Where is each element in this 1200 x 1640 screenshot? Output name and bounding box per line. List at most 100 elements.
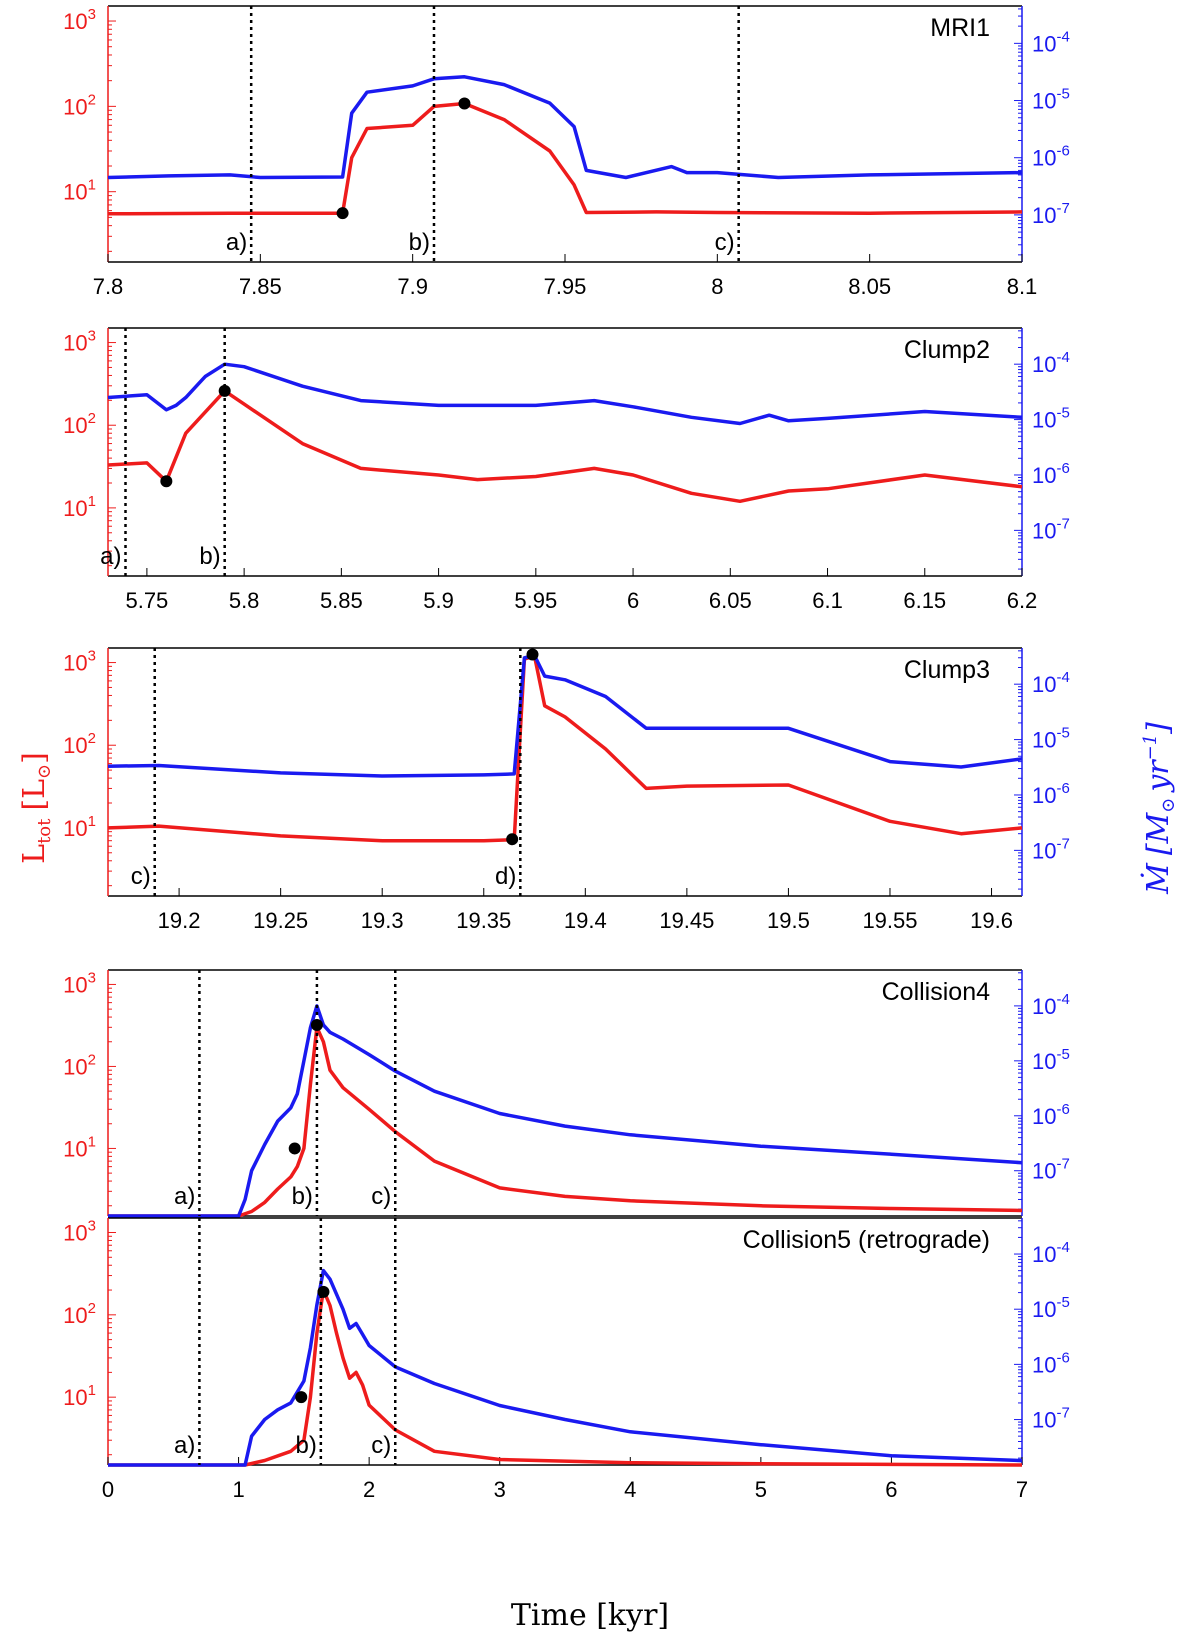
right-tick-label: 10-5	[1032, 725, 1070, 753]
x-tick-label: 5.85	[320, 588, 363, 613]
marker-point	[288, 1142, 301, 1155]
series-line-mdot	[108, 1268, 1023, 1467]
right-tick-label: 10-6	[1032, 1349, 1070, 1377]
x-tick-label: 7.8	[93, 274, 124, 299]
panel-5: 101 102 103 10-7 10-6 10-5 10-4 0 1 2 3 4 5 6 7 a) b) c) C…	[63, 1217, 1070, 1502]
series-line-mdot	[107, 653, 1023, 778]
left-tick-label: 103	[63, 6, 96, 34]
vline-label: a)	[226, 229, 247, 256]
panel-title: Clump3	[904, 656, 990, 684]
x-tick-label: 1	[232, 1477, 244, 1502]
vline-label: b)	[199, 543, 220, 570]
right-tick-label: 10-5	[1032, 86, 1070, 114]
x-tick-label: 7.95	[544, 274, 587, 299]
x-tick-label: 5.95	[514, 588, 557, 613]
right-tick-label: 10-5	[1032, 1046, 1070, 1074]
series-line-ltot	[108, 1025, 1023, 1218]
left-axis-label: Ltot[L⊙]	[17, 752, 55, 864]
x-tick-label: 19.35	[456, 908, 511, 933]
svg-text:Ṁ[M⊙yr−1]: Ṁ[M⊙yr−1]	[1140, 722, 1179, 895]
left-tick-label: 103	[63, 648, 96, 676]
marker-point	[160, 475, 173, 488]
x-tick-label: 8.05	[848, 274, 891, 299]
x-tick-label: 0	[102, 1477, 114, 1502]
vline-label: a)	[100, 543, 121, 570]
marker-point	[526, 648, 539, 661]
x-tick-label: 6.15	[903, 588, 946, 613]
right-tick-label: 10-5	[1032, 405, 1070, 433]
right-tick-label: 10-7	[1032, 835, 1070, 863]
right-tick-label: 10-4	[1032, 1239, 1070, 1267]
marker-point	[295, 1391, 308, 1404]
left-tick-label: 103	[63, 328, 96, 356]
x-tick-label: 6.1	[812, 588, 843, 613]
left-tick-label: 103	[63, 969, 96, 997]
vline-label: b)	[292, 1183, 313, 1210]
x-tick-label: 2	[363, 1477, 375, 1502]
x-tick-label: 6.2	[1007, 588, 1038, 613]
right-tick-label: 10-6	[1032, 780, 1070, 808]
x-tick-label: 7.9	[397, 274, 428, 299]
x-tick-label: 19.5	[767, 908, 810, 933]
x-tick-label: 19.4	[564, 908, 607, 933]
left-tick-label: 103	[63, 1217, 96, 1245]
left-tick-label: 101	[63, 813, 96, 841]
marker-point	[310, 1019, 323, 1032]
right-tick-label: 10-6	[1032, 143, 1070, 171]
x-tick-label: 8.1	[1007, 274, 1038, 299]
panel-3: 101 102 103 10-7 10-6 10-5 10-4 19.2 19.25 19.3 19…	[63, 647, 1070, 933]
series-line-mdot	[107, 75, 1023, 180]
series-line-ltot	[107, 389, 1023, 504]
x-tick-label: 3	[494, 1477, 506, 1502]
right-tick-label: 10-7	[1032, 1156, 1070, 1184]
x-tick-label: 19.2	[158, 908, 201, 933]
x-tick-label: 6	[627, 588, 639, 613]
right-tick-label: 10-7	[1032, 200, 1070, 228]
x-tick-label: 4	[624, 1477, 636, 1502]
x-tick-label: 7.85	[239, 274, 282, 299]
series-line-mdot	[108, 1004, 1023, 1218]
right-tick-label: 10-4	[1032, 349, 1070, 377]
vline-label: a)	[174, 1432, 195, 1459]
x-tick-label: 19.3	[361, 908, 404, 933]
vline-label: c)	[131, 863, 151, 890]
right-tick-label: 10-6	[1032, 1101, 1070, 1129]
left-tick-label: 102	[63, 1300, 96, 1328]
right-tick-label: 10-5	[1032, 1294, 1070, 1322]
x-tick-label: 5.8	[229, 588, 260, 613]
left-tick-label: 101	[63, 1382, 96, 1410]
series-line-mdot	[107, 362, 1023, 426]
panel-title: MRI1	[930, 14, 990, 42]
right-tick-label: 10-4	[1032, 669, 1070, 697]
right-tick-label: 10-7	[1032, 515, 1070, 543]
vline-label: a)	[174, 1183, 195, 1210]
panel-1: 101 102 103 10-7 10-6 10-5 10-4 7.8 7.85 7.9 7.95 8…	[63, 5, 1070, 299]
panel-title: Collision5 (retrograde)	[743, 1226, 990, 1254]
x-tick-label: 5.9	[423, 588, 454, 613]
x-tick-label: 7	[1016, 1477, 1028, 1502]
right-tick-label: 10-7	[1032, 1405, 1070, 1433]
vline-label: b)	[409, 229, 430, 256]
panel-title: Clump2	[904, 336, 990, 364]
right-tick-label: 10-4	[1032, 28, 1070, 56]
left-tick-label: 102	[63, 730, 96, 758]
svg-text:Ltot[L⊙]: Ltot[L⊙]	[17, 752, 55, 864]
x-tick-label: 5	[755, 1477, 767, 1502]
vline-label: d)	[495, 863, 516, 890]
x-tick-label: 6	[885, 1477, 897, 1502]
series-line-ltot	[107, 101, 1023, 216]
right-axis-label: Ṁ[M⊙yr−1]	[1140, 722, 1179, 895]
marker-point	[458, 97, 471, 110]
vline-label: c)	[371, 1432, 391, 1459]
x-axis-label: Time [kyr]	[511, 1598, 669, 1633]
x-tick-label: 8	[711, 274, 723, 299]
x-tick-label: 19.45	[659, 908, 714, 933]
left-tick-label: 101	[63, 493, 96, 521]
x-tick-label: 19.6	[970, 908, 1013, 933]
series-line-ltot	[107, 654, 1023, 843]
x-tick-label: 6.05	[709, 588, 752, 613]
marker-point	[317, 1285, 330, 1298]
x-tick-label: 5.75	[125, 588, 168, 613]
